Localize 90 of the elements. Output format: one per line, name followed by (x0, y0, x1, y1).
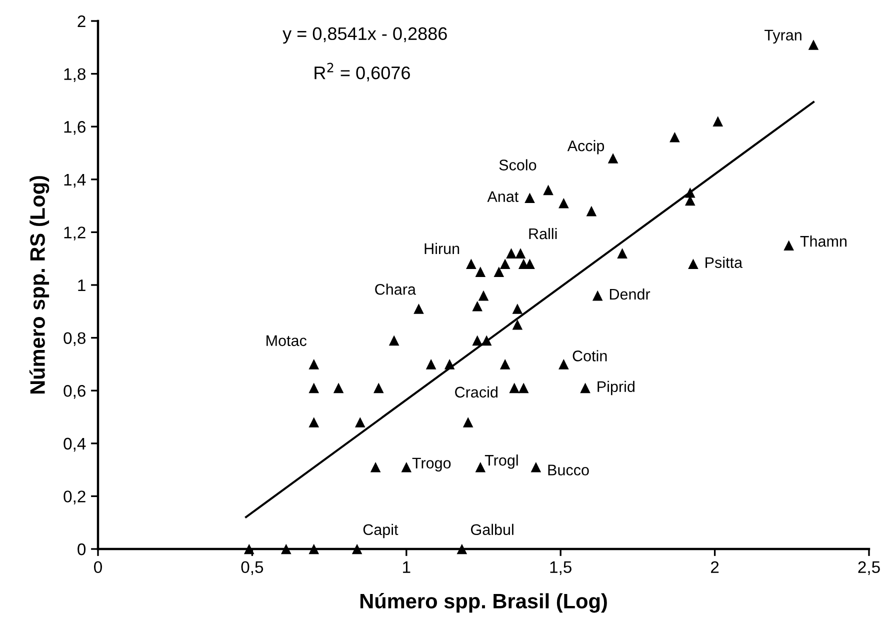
point (592, 290, 603, 301)
x-axis-title: Número spp. Brasil (Log) (360, 593, 607, 613)
annotation: Trogo (412, 458, 451, 472)
point (478, 290, 489, 301)
point (475, 266, 486, 277)
point (280, 544, 292, 554)
point (500, 258, 510, 270)
y-tick-label: 0,8 (64, 332, 86, 346)
y-tick-label: 1,4 (64, 174, 86, 188)
annotation: Anat (487, 191, 519, 202)
point (401, 462, 412, 472)
point (524, 192, 535, 204)
point (472, 300, 482, 312)
annotation: Ralli (529, 228, 557, 240)
x-tick-label: 2 (711, 561, 719, 573)
x-tick-label: 0 (94, 561, 102, 574)
y-tick-label: 0,2 (64, 490, 86, 504)
annotation: Thamn (800, 236, 846, 247)
point (426, 359, 436, 370)
annotation: Capit (363, 524, 398, 538)
point (688, 258, 698, 270)
point (308, 359, 320, 370)
point (352, 544, 362, 554)
point (244, 544, 254, 554)
annotation: Tyran (764, 30, 802, 44)
point (466, 258, 476, 270)
point (494, 266, 504, 277)
point (580, 382, 590, 394)
point (506, 248, 516, 258)
point (512, 319, 523, 330)
y-tick-label: 1,2 (64, 226, 86, 240)
point (558, 198, 569, 208)
point (462, 417, 474, 428)
point (509, 382, 520, 394)
point (515, 248, 526, 258)
x-tick-label: 0,5 (241, 561, 264, 576)
point (617, 248, 628, 258)
annotation: Cracid (455, 386, 498, 398)
y-tick-label: 1,8 (64, 68, 86, 82)
point (388, 335, 400, 346)
point (414, 304, 424, 314)
y-tick-label: 1 (78, 280, 86, 292)
point (354, 417, 366, 428)
point (475, 462, 486, 472)
point (558, 359, 569, 370)
annotation: Scolo (499, 159, 536, 170)
point (608, 153, 618, 164)
annotation: Bucco (548, 464, 589, 476)
x-tick-label: 1,5 (550, 561, 572, 576)
annotation: Piprid (598, 380, 634, 396)
annotation: Psitta (706, 256, 743, 268)
annotation: Cotin (572, 350, 607, 362)
point (308, 417, 320, 428)
point (333, 382, 344, 394)
point (543, 184, 554, 196)
annotation: Trogl (484, 454, 518, 469)
point (481, 335, 492, 346)
y-tick-label: 0 (78, 543, 86, 556)
point (784, 240, 794, 251)
point (712, 116, 724, 126)
annotation: R$^{2}$ = 0,6076 (314, 62, 410, 82)
point (530, 462, 542, 472)
annotation: Dendr (610, 288, 650, 300)
annotation: Accip (567, 140, 604, 154)
annotation: Chara (375, 284, 416, 295)
point (444, 359, 455, 370)
y-tick-label: 2 (78, 15, 86, 28)
annotation: Hirun (424, 242, 460, 254)
annotation: y = 0,8541x - 0,2886 (282, 27, 447, 44)
point (808, 40, 819, 50)
point (518, 382, 529, 394)
point (684, 187, 696, 198)
point (308, 544, 320, 554)
point (670, 132, 680, 142)
point (308, 382, 320, 394)
point (472, 335, 482, 346)
point (373, 382, 384, 394)
x-tick-label: 1 (403, 561, 410, 573)
y-tick-label: 0,6 (64, 385, 86, 399)
y-axis-title: Número spp. RS (Log) (29, 176, 50, 394)
annotation: Galbul (471, 524, 514, 536)
point (456, 544, 468, 554)
y-tick-label: 1,6 (64, 121, 86, 135)
point (500, 359, 510, 370)
point (512, 304, 523, 314)
annotation: Motac (266, 335, 306, 346)
x-tick-label: 2,5 (858, 561, 880, 576)
point (370, 462, 381, 472)
point (586, 206, 597, 216)
y-tick-label: 0,4 (64, 438, 86, 452)
